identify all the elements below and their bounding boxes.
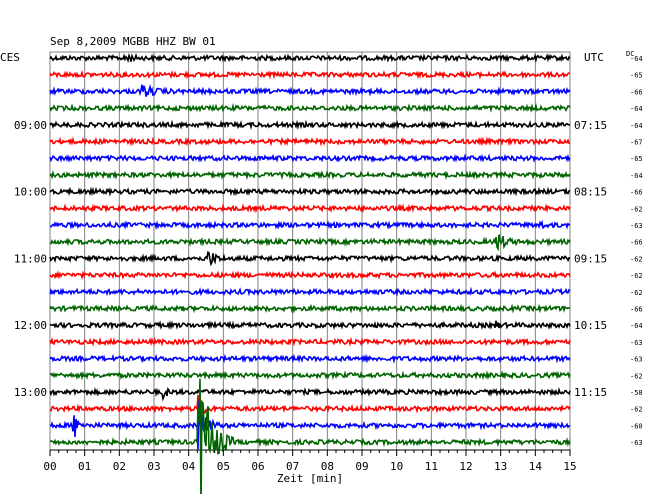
dc-value: -63 <box>630 439 643 447</box>
dc-value: -64 <box>630 105 643 113</box>
left-hour-label: 13:00 <box>14 386 47 399</box>
right-hour-label: 10:15 <box>574 319 607 332</box>
x-tick-label: 12 <box>459 460 472 473</box>
trace-rows <box>49 52 571 494</box>
trace-row-13 <box>49 270 571 281</box>
dc-value: -66 <box>630 239 643 247</box>
dc-value: -65 <box>630 155 643 163</box>
trace-row-19 <box>49 370 571 381</box>
trace-row-22 <box>49 400 571 450</box>
right-hour-label: 09:15 <box>574 252 607 265</box>
dc-value: -62 <box>630 205 643 213</box>
dc-value: -62 <box>630 255 643 263</box>
x-tick-label: 11 <box>425 460 438 473</box>
dc-value: -60 <box>630 422 643 430</box>
trace-row-8 <box>49 186 571 197</box>
right-timezone-label: UTC <box>584 51 604 64</box>
trace-row-1 <box>49 69 571 80</box>
dc-value: -66 <box>630 189 643 197</box>
axis-labels: 00 01 02 03 04 05 06 07 08 09 10 11 12 13 14 15 -64 -65 -6… <box>14 55 643 473</box>
left-hour-label: 10:00 <box>14 186 47 199</box>
trace-row-0 <box>49 52 571 63</box>
x-tick-label: 02 <box>113 460 126 473</box>
trace-row-18 <box>49 353 571 364</box>
x-tick-label: 07 <box>286 460 299 473</box>
dc-value: -64 <box>630 172 643 180</box>
dc-value: -63 <box>630 356 643 364</box>
dc-value: -62 <box>630 372 643 380</box>
x-tick-label: 09 <box>355 460 368 473</box>
trace-row-21 <box>49 395 571 426</box>
trace-row-2 <box>49 83 571 97</box>
x-tick-label: 08 <box>321 460 334 473</box>
dc-value: -62 <box>630 406 643 414</box>
x-tick-label: 04 <box>182 460 196 473</box>
x-tick-label: 00 <box>43 460 56 473</box>
dc-value: -67 <box>630 139 643 147</box>
left-hour-label: 12:00 <box>14 319 47 332</box>
dc-value: -63 <box>630 222 643 230</box>
trace-row-3 <box>49 102 571 113</box>
trace-row-16 <box>49 320 571 331</box>
trace-row-11 <box>49 234 571 252</box>
dc-label: DC <box>626 50 634 58</box>
trace-row-6 <box>49 153 571 164</box>
x-tick-label: 06 <box>251 460 264 473</box>
dc-value: -63 <box>630 339 643 347</box>
trace-row-7 <box>49 169 571 181</box>
dc-value: -62 <box>630 289 643 297</box>
x-tick-label: 10 <box>390 460 403 473</box>
trace-row-10 <box>50 219 571 231</box>
dc-value: -64 <box>630 55 643 63</box>
right-hour-label: 11:15 <box>574 386 607 399</box>
trace-row-12 <box>49 250 571 267</box>
trace-row-23 <box>49 378 571 494</box>
trace-row-15 <box>49 303 571 314</box>
x-tick-label: 05 <box>217 460 230 473</box>
trace-row-5 <box>49 136 571 147</box>
x-axis-label: Zeit [min] <box>277 472 343 485</box>
left-hour-label: 09:00 <box>14 119 47 132</box>
dc-value: -65 <box>630 72 643 80</box>
x-tick-label: 03 <box>147 460 160 473</box>
x-tick-label: 15 <box>563 460 576 473</box>
x-tick-label: 14 <box>529 460 543 473</box>
dc-value: -62 <box>630 272 643 280</box>
left-hour-label: 11:00 <box>14 252 47 265</box>
trace-row-4 <box>49 119 571 131</box>
right-hour-label: 08:15 <box>574 186 607 199</box>
trace-row-17 <box>49 336 571 347</box>
dc-value: -58 <box>630 389 643 397</box>
dc-value: -64 <box>630 122 643 130</box>
dc-value: -64 <box>630 322 643 330</box>
x-tick-label: 13 <box>494 460 507 473</box>
trace-row-20 <box>49 386 571 402</box>
dc-value: -66 <box>630 88 643 96</box>
x-tick-label: 01 <box>78 460 91 473</box>
right-hour-label: 07:15 <box>574 119 607 132</box>
left-timezone-label: CES <box>0 51 20 64</box>
trace-row-14 <box>49 286 571 297</box>
dc-value: -66 <box>630 306 643 314</box>
chart-title: Sep 8,2009 MGBB HHZ BW 01 <box>50 35 216 48</box>
trace-row-9 <box>49 203 571 214</box>
